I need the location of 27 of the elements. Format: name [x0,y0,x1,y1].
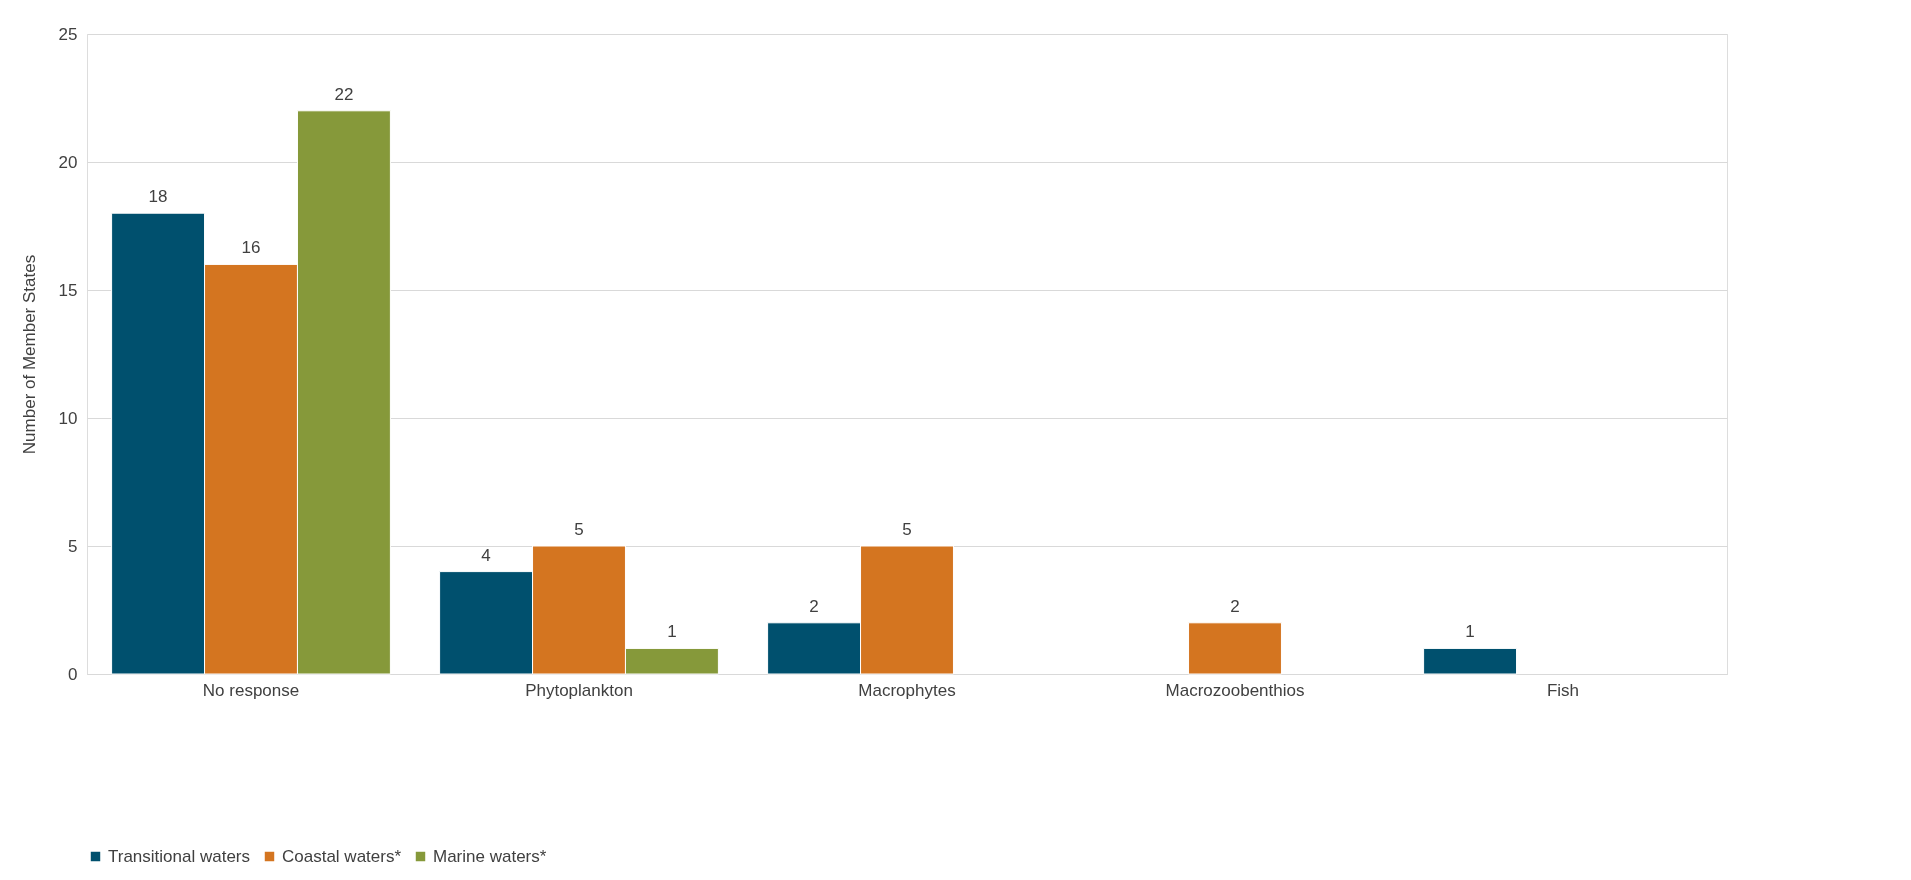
x-tick-label: No response [202,680,300,700]
x-tick-label: Phytoplankton [525,680,633,700]
legend-label: Transitional waters [108,846,251,866]
data-label: 18 [148,187,168,207]
y-tick-label: 25 [58,24,78,44]
data-label: 16 [241,238,261,258]
y-axis-title: Number of Member States [19,254,39,455]
legend-label: Coastal waters* [282,846,402,866]
legend-label: Marine waters* [433,846,547,866]
y-tick-label: 5 [68,536,78,556]
data-label: 2 [809,596,819,616]
data-label: 5 [902,520,912,539]
x-tick-label: Fish [1546,680,1580,700]
y-tick-label: 0 [68,664,78,684]
data-label: 1 [667,622,677,642]
data-label: 5 [574,520,584,539]
data-label: 1 [1465,622,1475,642]
data-label: 2 [1230,596,1240,616]
x-tick-label: Macrozoobenthios [1165,680,1305,700]
bar [1188,622,1282,675]
data-label: 4 [481,545,491,565]
data-label: 22 [334,84,354,104]
y-tick-label: 15 [58,280,78,300]
y-tick-label: 20 [58,152,78,172]
y-tick-label: 10 [58,408,78,428]
x-tick-label: Macrophytes [858,680,956,700]
bar [1423,647,1518,675]
